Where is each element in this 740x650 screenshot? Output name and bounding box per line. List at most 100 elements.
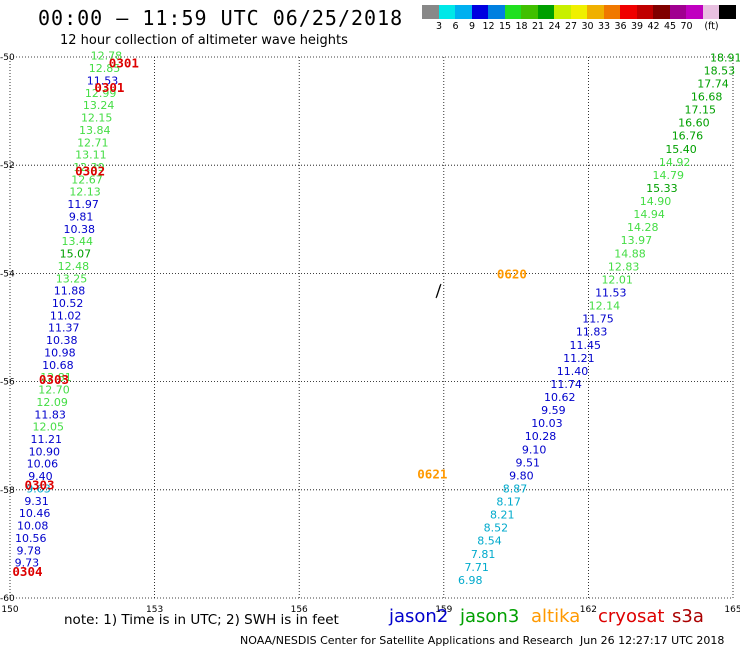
axis-labels: 150 153 156 159 162 165 -50 -52 -54 -56 -58 -60 [0, 53, 740, 615]
swh-value: 18.91 [710, 51, 740, 64]
swh-value: 8.52 [484, 522, 509, 535]
swh-value: 11.37 [48, 322, 80, 335]
satellite-label-s3a: s3a [672, 606, 704, 627]
swh-value: 16.76 [672, 130, 704, 143]
swh-value: 12.78 [91, 50, 123, 63]
swh-value: 11.88 [54, 285, 86, 298]
swh-value: 9.51 [516, 456, 541, 469]
page-subtitle: 12 hour collection of altimeter wave hei… [60, 33, 348, 48]
legend-label: 70 [680, 21, 693, 32]
track-left: 12.7812.8511.5312.9913.2412.1513.8412.71… [15, 50, 123, 570]
swh-value: 14.88 [614, 247, 646, 260]
swh-value: 12.09 [36, 396, 68, 409]
swh-value: 14.79 [653, 169, 685, 182]
grid-layer [9, 56, 734, 599]
swh-value: 18.53 [704, 64, 736, 77]
swh-value: 12.05 [32, 421, 64, 434]
swh-value: 9.59 [541, 404, 566, 417]
swh-value: 12.67 [71, 173, 103, 186]
timestamp-text: Jun 26 12:27:17 UTC 2018 [580, 634, 725, 647]
legend-label: 21 [531, 21, 545, 32]
swh-value: 9.31 [24, 495, 49, 508]
swh-value: 10.38 [63, 223, 95, 236]
legend-swatch [422, 5, 439, 19]
track-right: 18.9118.5317.7416.6817.1516.6016.7615.40… [458, 51, 740, 587]
legend-swatch [669, 5, 687, 19]
swh-value: 11.97 [67, 198, 99, 211]
swh-value: 9.40 [28, 470, 53, 483]
swh-value: 13.97 [621, 234, 653, 247]
lat-tick-label: -52 [0, 161, 15, 171]
swh-value: 8.87 [503, 482, 528, 495]
legend-label: 36 [614, 21, 627, 32]
lat-tick-label: -60 [0, 594, 15, 604]
swh-value: 9.10 [522, 443, 547, 456]
legend-swatch [587, 5, 604, 19]
swh-value: 11.21 [31, 433, 63, 446]
footnote: note: 1) Time is in UTC; 2) SWH is in fe… [64, 612, 339, 628]
swh-value: 12.39 [73, 161, 105, 174]
swh-value: 11.53 [595, 287, 627, 300]
pass-labels: 0301 0301 0302 0303 0303 0304 0620 0621 [12, 55, 527, 579]
legend-swatch [554, 5, 571, 19]
satellite-label-cryosat: cryosat [598, 606, 665, 627]
swh-value: 12.15 [81, 112, 113, 125]
legend-swatch [537, 5, 555, 19]
legend-swatch [603, 5, 621, 19]
swh-value: 13.25 [56, 272, 88, 285]
pass-time-label: 0304 [12, 564, 42, 579]
swh-value: 16.68 [691, 91, 723, 104]
legend-label: 45 [663, 21, 677, 32]
lon-tick-label: 162 [580, 605, 597, 615]
swh-value: 13.44 [62, 235, 94, 248]
legend-unit: (ft) [704, 21, 719, 32]
legend-swatch [653, 5, 670, 19]
legend-label: 9 [468, 21, 476, 32]
pass-time-label: 0620 [497, 266, 527, 281]
swh-value: 12.71 [77, 136, 109, 149]
swh-value: 8.17 [496, 496, 521, 509]
swh-value: 14.90 [640, 195, 672, 208]
legend-label: 42 [647, 21, 660, 32]
swh-value: 14.94 [633, 208, 665, 221]
swh-value: 10.46 [19, 507, 51, 520]
lon-tick-label: 153 [146, 605, 163, 615]
swh-value: 12.85 [89, 62, 121, 75]
swh-value: 12.70 [38, 384, 70, 397]
map-frame [9, 56, 734, 599]
legend-label: 24 [548, 21, 561, 32]
pass-time-label: 0303 [24, 477, 54, 492]
swh-value: 8.54 [477, 535, 502, 548]
swh-value: 11.74 [550, 378, 582, 391]
coastline-mark [435, 283, 442, 299]
swh-value: 10.90 [29, 445, 61, 458]
swh-value: 17.74 [697, 77, 729, 90]
satellite-label-jason3: jason3 [460, 606, 520, 627]
legend-swatch [702, 5, 720, 19]
swh-value: 15.40 [665, 143, 697, 156]
lat-tick-label: -56 [0, 378, 15, 388]
legend-label: 30 [581, 21, 594, 32]
swh-value: 13.84 [79, 124, 111, 137]
legend-swatch [504, 5, 522, 19]
legend-label: 39 [630, 21, 644, 32]
swh-value: 10.62 [544, 391, 576, 404]
pass-time-label: 0621 [417, 467, 447, 482]
lon-tick-label: 159 [435, 605, 452, 615]
legend-label: 3 [435, 21, 443, 32]
swh-value: 10.06 [27, 458, 59, 471]
swh-value: 11.53 [87, 74, 119, 87]
swh-value: 10.98 [44, 346, 76, 359]
swh-value: 10.56 [15, 532, 47, 545]
lon-tick-label: 156 [291, 605, 308, 615]
pass-time-label: 0302 [75, 164, 105, 179]
swh-value: 13.11 [75, 149, 107, 162]
swh-value: 16.60 [678, 117, 710, 130]
legend-swatch [636, 5, 654, 19]
swh-value: 12.13 [69, 186, 101, 199]
swh-value: 12.14 [589, 300, 621, 313]
swh-value: 17.15 [684, 104, 716, 117]
swh-value: 11.75 [582, 313, 614, 326]
swh-value: 10.52 [52, 297, 84, 310]
legend-label: 6 [452, 21, 459, 32]
